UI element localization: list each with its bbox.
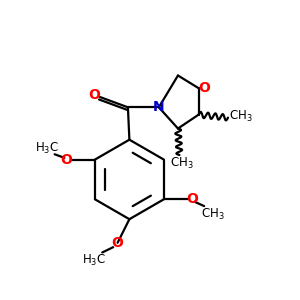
Text: O: O	[60, 153, 72, 166]
Text: O: O	[112, 236, 124, 250]
Text: O: O	[89, 88, 100, 102]
Text: H$_3$C: H$_3$C	[35, 141, 59, 156]
Text: CH$_3$: CH$_3$	[170, 156, 194, 171]
Text: CH$_3$: CH$_3$	[200, 206, 224, 222]
Text: H$_3$C: H$_3$C	[82, 253, 106, 268]
Text: O: O	[187, 192, 199, 206]
Text: CH$_3$: CH$_3$	[229, 109, 252, 124]
Text: O: O	[198, 81, 210, 95]
Text: N: N	[153, 100, 165, 114]
